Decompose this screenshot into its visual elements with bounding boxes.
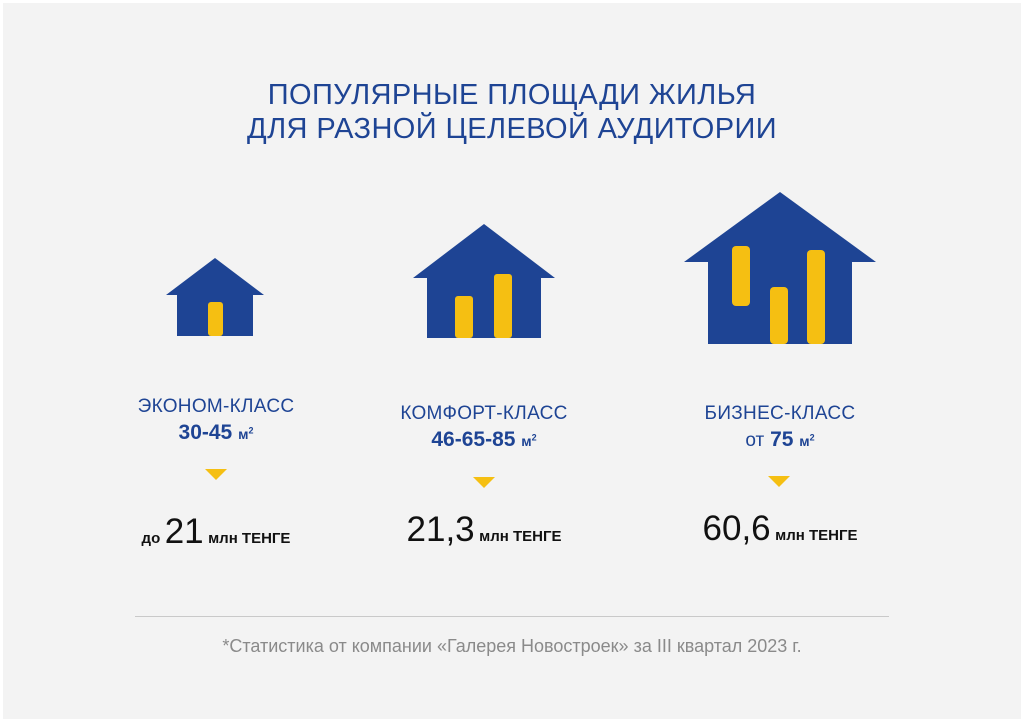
price-comfort: 21,3 млн ТЕНГЕ <box>406 510 562 549</box>
arrow-down-icon <box>205 469 227 480</box>
infographic-card <box>3 3 1021 719</box>
class-name-economy: ЭКОНОМ-КЛАСС <box>137 396 295 417</box>
title-line-1: ПОПУЛЯРНЫЕ ПЛОЩАДИ ЖИЛЬЯ <box>267 79 757 111</box>
arrow-down-icon <box>473 477 495 488</box>
house-medium-icon <box>413 224 555 338</box>
class-area-business: от 75 м2 <box>745 428 815 451</box>
house-large-icon <box>684 192 876 344</box>
class-area-economy: 30-45 м2 <box>178 421 254 444</box>
house-small-icon <box>166 258 264 336</box>
price-business: 60,6 млн ТЕНГЕ <box>702 509 858 548</box>
footnote: *Статистика от компании «Галерея Новостр… <box>222 636 802 656</box>
class-name-comfort: КОМФОРТ-КЛАСС <box>400 403 568 424</box>
title-line-2: ДЛЯ РАЗНОЙ ЦЕЛЕВОЙ АУДИТОРИИ <box>247 113 777 145</box>
class-name-business: БИЗНЕС-КЛАСС <box>704 403 856 424</box>
arrow-down-icon <box>768 476 790 487</box>
divider <box>135 616 889 617</box>
class-area-comfort: 46-65-85 м2 <box>431 428 537 451</box>
price-economy: до 21 млн ТЕНГЕ <box>141 512 291 551</box>
